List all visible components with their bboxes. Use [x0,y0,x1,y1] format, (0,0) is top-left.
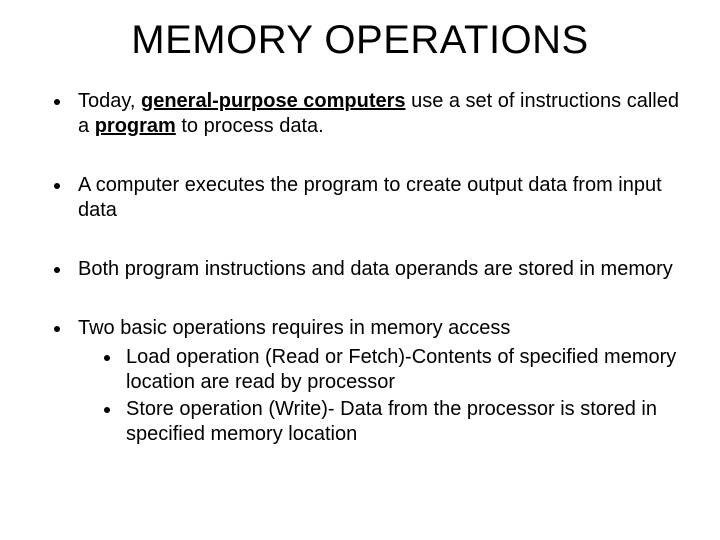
b1-bold1: general-purpose computers [141,90,406,112]
bullet-4: Two basic operations requires in memory … [72,316,682,447]
bullet-list: Today, general-purpose computers use a s… [38,89,682,447]
b1-bold2: program [95,115,176,137]
sub-bullet-list: Load operation (Read or Fetch)-Contents … [78,345,682,447]
b1-pre: Today, [78,90,141,112]
bullet-2: A computer executes the program to creat… [72,173,682,223]
b4-text: Two basic operations requires in memory … [78,317,510,339]
slide-title: MEMORY OPERATIONS [38,18,682,63]
b1-post: to process data. [176,115,324,137]
bullet-1: Today, general-purpose computers use a s… [72,89,682,139]
slide: MEMORY OPERATIONS Today, general-purpose… [0,0,720,540]
sub-bullet-1: Load operation (Read or Fetch)-Contents … [122,345,682,395]
sub-bullet-2: Store operation (Write)- Data from the p… [122,397,682,447]
bullet-3: Both program instructions and data opera… [72,257,682,282]
